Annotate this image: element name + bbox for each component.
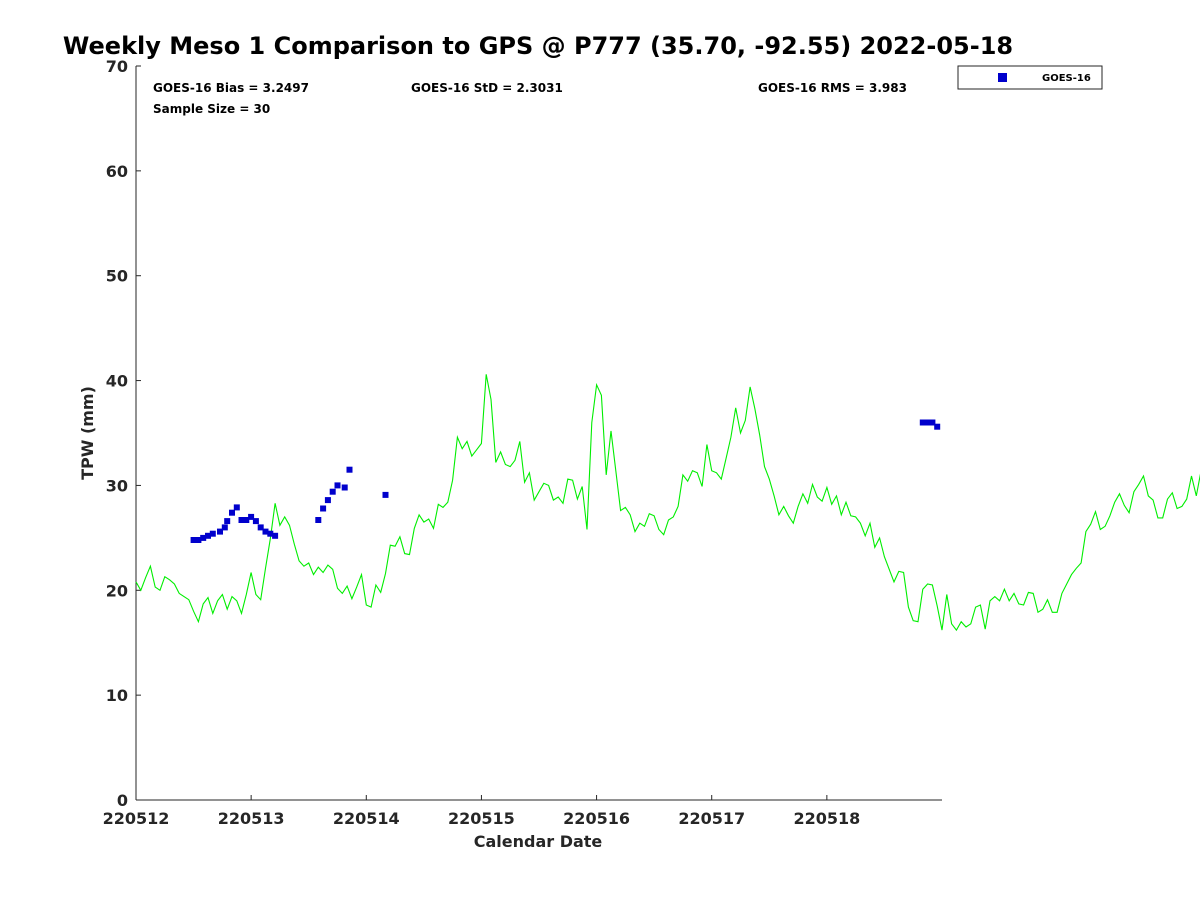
y-tick-label-10: 10: [106, 686, 128, 705]
y-tick-label-40: 40: [106, 372, 128, 391]
y-tick-label-30: 30: [106, 476, 128, 495]
sample-size-stat: Sample Size = 30: [153, 102, 270, 116]
goes16-point-8: [229, 509, 235, 516]
x-axis-label: Calendar Date: [474, 832, 603, 851]
goes16-point-24: [346, 466, 353, 473]
goes16-point-13: [252, 518, 259, 525]
x-tick-label-220513: 220513: [218, 809, 285, 828]
gps-tpw-line: [135, 374, 1200, 632]
goes16-point-28: [929, 419, 936, 426]
x-tick-label-220512: 220512: [103, 809, 170, 828]
std-stat: GOES-16 StD = 2.3031: [411, 81, 563, 95]
goes16-point-23: [341, 484, 348, 491]
goes16-point-3: [205, 532, 211, 539]
goes16-point-29: [934, 423, 941, 430]
goes16-point-9: [233, 504, 240, 511]
x-tick-label-220515: 220515: [448, 809, 515, 828]
goes16-point-1: [195, 537, 202, 543]
goes16-point-21: [329, 488, 336, 495]
y-tick-label-0: 0: [117, 791, 128, 810]
series-layer: [135, 374, 1200, 632]
goes16-point-4: [209, 530, 216, 537]
legend-marker-goes16: [998, 73, 1007, 82]
y-tick-label-70: 70: [106, 57, 128, 76]
goes16-point-7: [224, 518, 231, 525]
goes16-point-16: [267, 530, 274, 537]
goes16-point-26: [919, 419, 926, 426]
x-tick-label-220516: 220516: [563, 809, 630, 828]
goes16-point-6: [221, 524, 228, 531]
goes16-point-25: [382, 491, 389, 498]
x-tick-label-220518: 220518: [793, 809, 860, 828]
goes16-point-19: [320, 505, 327, 512]
y-tick-label-50: 50: [106, 267, 128, 286]
y-tick-label-60: 60: [106, 162, 128, 181]
goes16-point-14: [257, 524, 264, 531]
goes16-point-2: [200, 534, 207, 541]
bias-stat: GOES-16 Bias = 3.2497: [153, 81, 309, 95]
goes16-point-18: [315, 517, 322, 523]
goes16-point-20: [324, 497, 331, 504]
goes16-point-10: [238, 517, 245, 523]
plot-area: [135, 66, 942, 801]
goes16-point-0: [190, 537, 197, 543]
legend: GOES-16: [957, 65, 1103, 90]
goes16-point-12: [248, 513, 255, 520]
legend-label-goes16: GOES-16: [1042, 73, 1091, 84]
goes16-point-11: [243, 517, 250, 523]
goes16-point-27: [924, 419, 931, 426]
y-axis: 0 10 20 30 40 50 60 70: [106, 57, 141, 810]
x-tick-label-220514: 220514: [333, 809, 400, 828]
goes16-point-15: [262, 528, 269, 535]
chart-title: Weekly Meso 1 Comparison to GPS @ P777 (…: [63, 32, 1013, 60]
x-axis: 220512 220513 220514 220515 220516 220517 2205…: [103, 795, 860, 828]
goes16-point-17: [272, 532, 279, 539]
rms-stat: GOES-16 RMS = 3.983: [758, 81, 907, 95]
x-tick-label-220517: 220517: [678, 809, 745, 828]
goes16-point-22: [334, 482, 341, 489]
goes16-point-5: [217, 528, 223, 535]
y-axis-label: TPW (mm): [78, 386, 97, 480]
y-tick-label-20: 20: [106, 581, 128, 600]
